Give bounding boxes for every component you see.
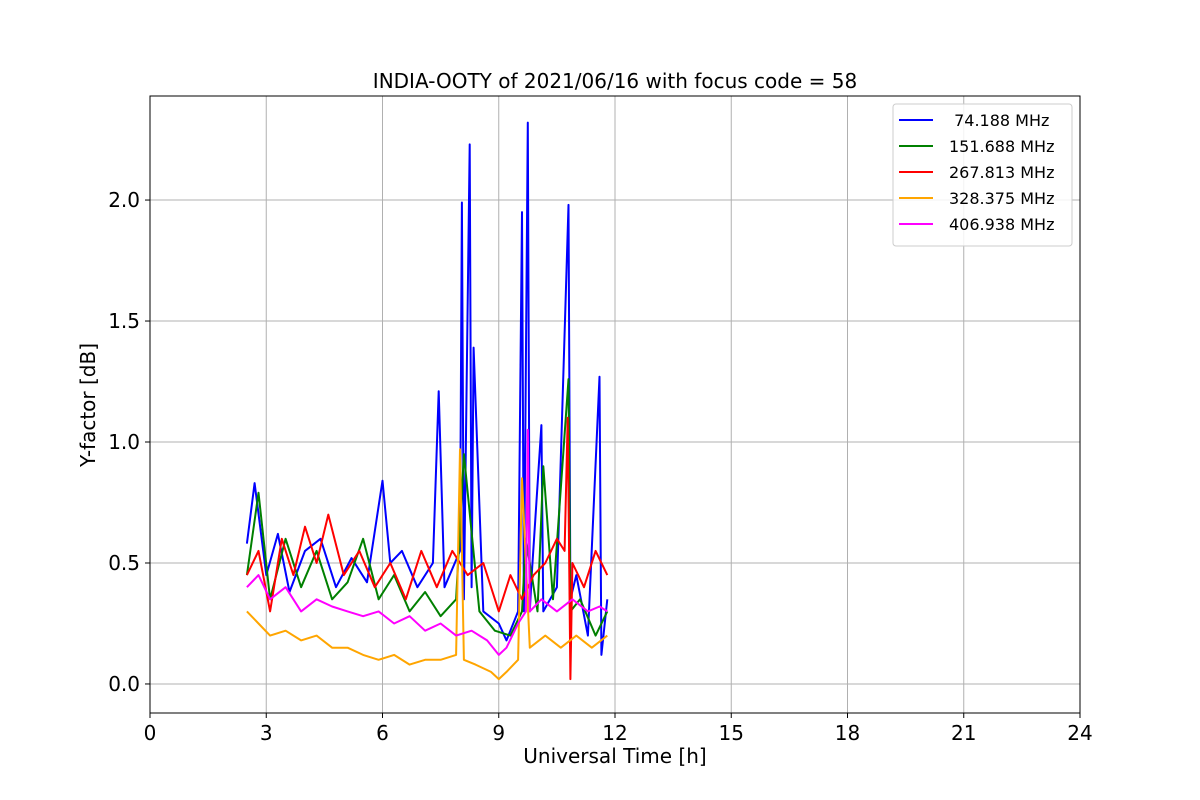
x-tick-label: 9 <box>492 721 505 745</box>
x-axis-label: Universal Time [h] <box>523 744 706 768</box>
series-line-5 <box>246 428 608 656</box>
y-tick-label: 1.5 <box>108 309 140 333</box>
series-line-1 <box>245 121 609 656</box>
y-tick-label: 1.0 <box>108 430 140 454</box>
x-tick-label: 6 <box>376 721 389 745</box>
legend-box <box>892 103 1073 247</box>
chart-title: INDIA-OOTY of 2021/06/16 with focus code… <box>373 69 857 93</box>
x-tick-label: 0 <box>144 721 157 745</box>
x-tick-label: 3 <box>260 721 273 745</box>
series-line-3 <box>245 416 609 681</box>
legend: 74.188 MHz 151.688 MHz 267.813 MHz 328.375 … <box>892 103 1073 247</box>
legend-label: 406.938 MHz <box>949 215 1054 234</box>
y-tick-label: 0.5 <box>108 551 140 575</box>
y-tick-label: 0.0 <box>108 672 140 696</box>
x-tick-label: 12 <box>602 721 627 745</box>
series-line-4 <box>246 448 608 681</box>
plot-area <box>245 121 609 681</box>
legend-label: 151.688 MHz <box>949 137 1054 156</box>
y-axis-label: Y-factor [dB] <box>76 343 100 468</box>
legend-label: 328.375 MHz <box>949 189 1054 208</box>
x-tick-label: 15 <box>719 721 744 745</box>
legend-label: 74.188 MHz <box>949 111 1049 130</box>
x-axis: 0 3 6 9 12 15 18 21 24 <box>144 713 1093 745</box>
x-tick-label: 18 <box>835 721 860 745</box>
x-tick-label: 21 <box>951 721 976 745</box>
legend-label: 267.813 MHz <box>949 163 1054 182</box>
y-tick-label: 2.0 <box>108 188 140 212</box>
x-tick-label: 24 <box>1067 721 1092 745</box>
series-line-2 <box>245 378 609 637</box>
y-axis: 0.0 0.5 1.0 1.5 2.0 <box>108 188 150 696</box>
